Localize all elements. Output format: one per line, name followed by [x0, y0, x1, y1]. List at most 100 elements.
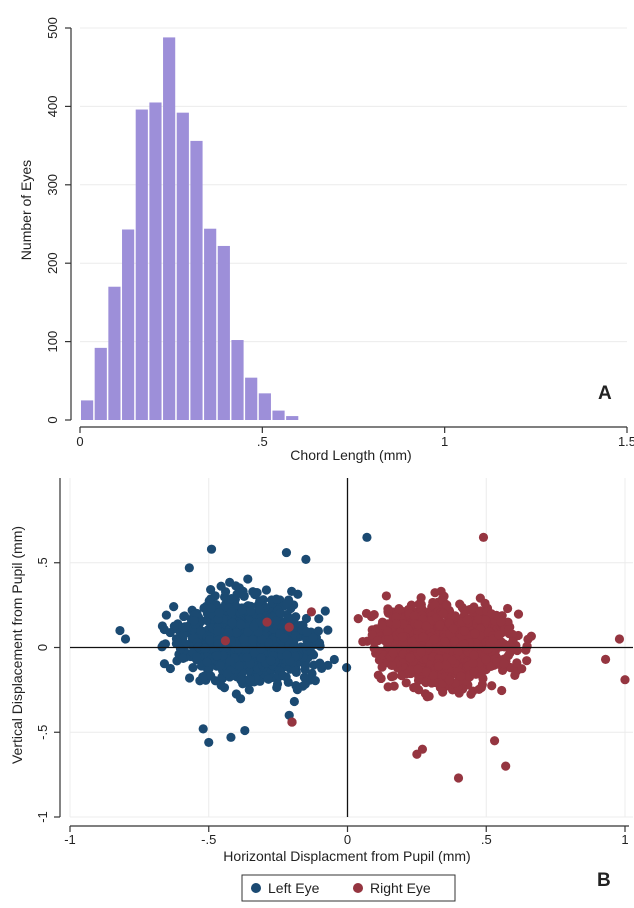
legend-box — [241, 874, 456, 902]
scatter-point — [201, 615, 211, 626]
scatter-point — [271, 616, 281, 626]
scatter-point — [391, 612, 401, 622]
scatter-point — [282, 599, 292, 609]
x-tick-label: 0 — [76, 434, 83, 449]
y-tick-label: 200 — [45, 252, 60, 274]
scatter-point — [161, 610, 171, 620]
scatter-point — [413, 619, 423, 630]
scatter-point — [448, 623, 458, 634]
histogram-bar — [108, 286, 121, 420]
y-tick-label: 300 — [45, 174, 60, 196]
scatter-point — [301, 554, 311, 564]
panel-label-a: A — [598, 383, 612, 404]
legend-marker-left-eye — [251, 883, 261, 893]
scatter-point — [367, 630, 377, 640]
scatter-point — [387, 660, 397, 671]
x-tick-label: .5 — [257, 434, 268, 449]
scatter-point — [449, 636, 460, 646]
scatter-point — [275, 608, 285, 618]
scatter-point — [377, 620, 387, 630]
scatter-point — [405, 653, 415, 663]
scatter-point — [466, 689, 476, 699]
scatter-point — [462, 615, 473, 625]
scatter-point — [279, 633, 289, 643]
scatter-point — [291, 681, 301, 691]
scatter-point — [503, 603, 513, 614]
scatter-point — [614, 634, 625, 644]
scatter-point — [255, 605, 265, 615]
scatter-point — [266, 655, 276, 666]
scatter-point — [437, 680, 447, 690]
scatter-point — [308, 632, 318, 642]
scatter-point — [184, 563, 194, 573]
y-tick-label: -.5 — [35, 725, 50, 740]
scatter-point — [213, 626, 223, 636]
scatter-point — [418, 632, 428, 642]
series-right-eye — [287, 532, 630, 783]
scatter-point — [401, 678, 411, 688]
histogram-bar — [245, 377, 258, 420]
scatter-point — [315, 641, 325, 651]
scatter-point — [434, 661, 444, 671]
y-axis-label: Vertical Displacement from Pupil (mm) — [9, 526, 25, 764]
scatter-point — [444, 675, 455, 685]
scatter-point — [115, 625, 125, 636]
scatter-point — [438, 687, 448, 697]
scatter-point — [300, 679, 310, 689]
scatter-point — [223, 628, 234, 638]
scatter-point — [453, 773, 464, 783]
legend-label-left-eye: Left Eye — [268, 880, 320, 896]
scatter-point — [320, 606, 330, 616]
scatter-point — [276, 644, 286, 654]
histogram-bar — [217, 245, 230, 420]
scatter-point — [256, 634, 267, 644]
scatter-point — [204, 737, 214, 748]
scatter-point — [213, 639, 223, 649]
scatter-point — [255, 596, 265, 606]
histogram-bar — [122, 229, 135, 420]
scatter-point — [517, 664, 527, 674]
scatter-point — [442, 600, 452, 610]
scatter-point — [212, 651, 222, 661]
scatter-point — [188, 663, 198, 673]
histogram-bar — [190, 140, 203, 420]
scatter-point — [271, 594, 281, 604]
histogram-bar — [176, 112, 189, 420]
y-tick-label: 0 — [35, 644, 50, 651]
scatter-point — [503, 625, 514, 635]
histogram-panel: 0 100 200 300 400 500 0 .5 1 1.5 Number of Eyes C… — [18, 17, 634, 463]
scatter-point — [263, 637, 274, 648]
scatter-point — [198, 724, 208, 734]
scatter-point — [489, 736, 500, 746]
scatter-point — [522, 641, 532, 652]
scatter-point — [239, 591, 249, 601]
scatter-point — [283, 613, 293, 624]
scatter-point — [225, 656, 235, 666]
scatter-point — [263, 674, 274, 684]
scatter-point — [179, 611, 190, 621]
histogram-bar — [231, 340, 244, 420]
scatter-point — [289, 696, 299, 707]
scatter-point — [120, 634, 131, 644]
scatter-point — [243, 574, 253, 584]
y-tick-label: 0 — [45, 416, 60, 423]
scatter-point — [362, 532, 372, 542]
histogram-bar — [258, 393, 271, 420]
scatter-point — [206, 585, 216, 595]
scatter-point — [236, 675, 246, 685]
scatter-point — [478, 532, 489, 542]
histogram-bar — [149, 102, 162, 420]
histogram-chart: 0 100 200 300 400 500 0 .5 1 1.5 Number of Eyes C… — [18, 17, 634, 463]
scatter-point — [440, 637, 450, 647]
scatter-point — [287, 586, 297, 597]
scatter-point — [281, 547, 292, 558]
scatter-chart: -1 -.5 0 .5 -1 -.5 0 .5 1 Vertical Displacement … — [9, 478, 633, 902]
scatter-point — [358, 636, 368, 647]
scatter-point — [236, 619, 246, 630]
scatter-point — [483, 644, 493, 654]
scatter-point — [369, 643, 379, 653]
scatter-point — [178, 630, 189, 640]
legend-label-right-eye: Right Eye — [370, 880, 431, 896]
scatter-point — [282, 650, 292, 660]
scatter-point — [231, 689, 241, 699]
